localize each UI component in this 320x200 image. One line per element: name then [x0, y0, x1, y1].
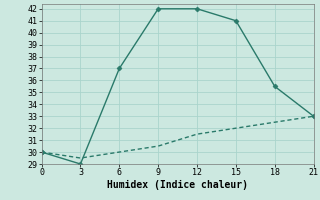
X-axis label: Humidex (Indice chaleur): Humidex (Indice chaleur)	[107, 180, 248, 190]
